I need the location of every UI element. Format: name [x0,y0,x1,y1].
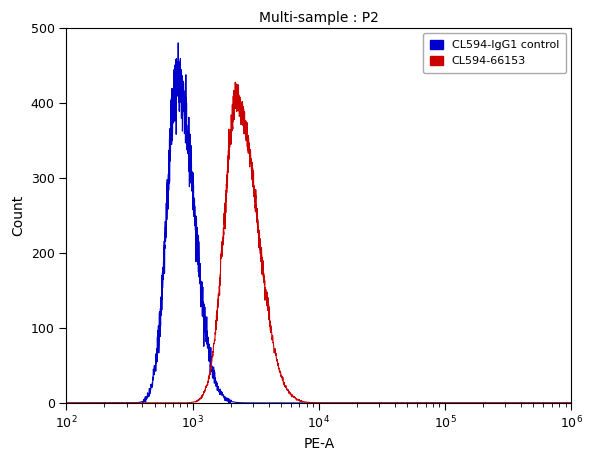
Y-axis label: Count: Count [11,195,25,236]
Title: Multi-sample : P2: Multi-sample : P2 [259,11,379,25]
Legend: CL594-IgG1 control, CL594-66153: CL594-IgG1 control, CL594-66153 [423,33,566,73]
X-axis label: PE-A: PE-A [304,437,334,451]
